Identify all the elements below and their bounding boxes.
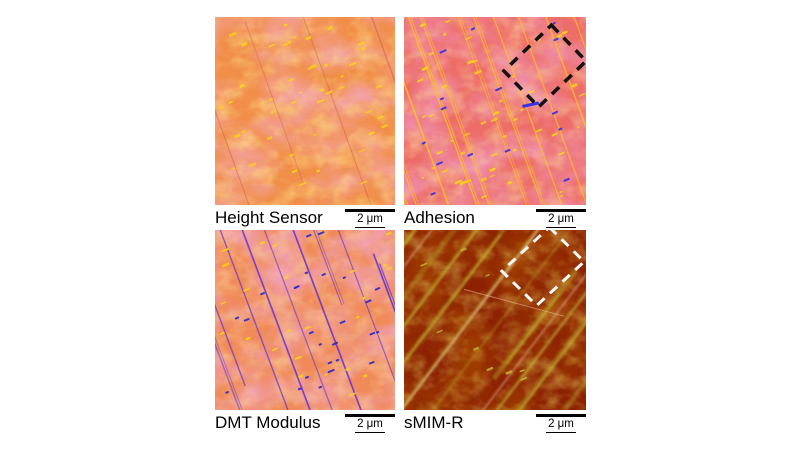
panel-dmt-modulus: DMT Modulus 2 μm [215, 230, 395, 438]
afm-image-smim-r [404, 230, 586, 410]
scale-bar-label: 2 μm [546, 418, 576, 433]
panel-label: Height Sensor [215, 208, 323, 227]
caption-height-sensor: Height Sensor 2 μm [215, 205, 395, 233]
caption-dmt-modulus: DMT Modulus 2 μm [215, 410, 395, 438]
afm-image-adhesion [404, 17, 586, 205]
scale-bar-line [345, 209, 395, 212]
panel-smim-r: sMIM-R 2 μm [404, 230, 586, 438]
panel-adhesion: Adhesion 2 μm [404, 17, 586, 233]
scale-bar: 2 μm [345, 209, 395, 228]
scale-bar: 2 μm [536, 414, 586, 433]
scale-bar-line [536, 414, 586, 417]
afm-image-height-sensor [215, 17, 395, 205]
scale-bar-label: 2 μm [355, 418, 385, 433]
caption-smim-r: sMIM-R 2 μm [404, 410, 586, 438]
scale-bar-label: 2 μm [355, 213, 385, 228]
panel-height-sensor: Height Sensor 2 μm [215, 17, 395, 233]
scale-bar-line [345, 414, 395, 417]
scale-bar: 2 μm [536, 209, 586, 228]
afm-image-dmt-modulus [215, 230, 395, 410]
panel-label: DMT Modulus [215, 413, 321, 432]
panel-label: sMIM-R [404, 413, 464, 432]
panel-label: Adhesion [404, 208, 475, 227]
scale-bar-line [536, 209, 586, 212]
scale-bar: 2 μm [345, 414, 395, 433]
caption-adhesion: Adhesion 2 μm [404, 205, 586, 233]
scale-bar-label: 2 μm [546, 213, 576, 228]
